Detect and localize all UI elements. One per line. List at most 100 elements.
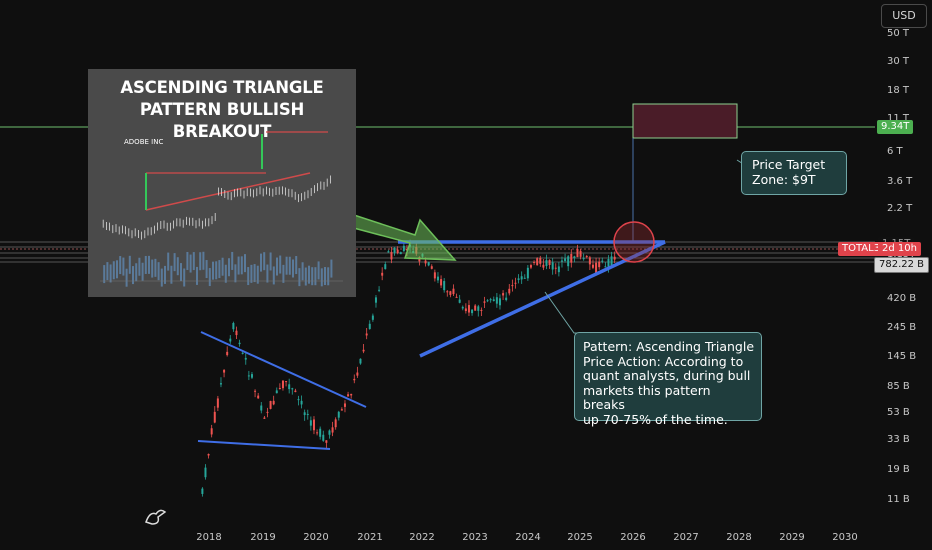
- candle-body: [288, 384, 291, 390]
- currency-button[interactable]: USD: [881, 4, 927, 28]
- candle-body: [204, 467, 207, 478]
- candle-body: [570, 253, 573, 263]
- inset-volume-bar: [183, 268, 186, 287]
- candle-body: [278, 388, 281, 390]
- inset-volume-bar: [138, 257, 141, 276]
- candle-body: [371, 315, 374, 320]
- inset-volume-bar: [151, 259, 154, 278]
- candle-body: [247, 375, 250, 377]
- triangle-support-line: [419, 240, 666, 358]
- candle-body: [353, 378, 356, 381]
- inset-volume-bar: [240, 256, 243, 275]
- inset-volume-bar: [295, 256, 298, 275]
- inset-volume-bar: [212, 261, 214, 280]
- inset-volume-bar: [199, 252, 202, 271]
- pattern-callout[interactable]: Pattern: Ascending Triangle Price Action…: [574, 332, 762, 426]
- candle-body: [433, 272, 436, 279]
- candle-body: [576, 248, 579, 258]
- y-tick-label: 30 T: [887, 56, 910, 67]
- candle-body: [325, 440, 328, 443]
- inset-volume-bar: [141, 262, 144, 281]
- candle-body: [226, 351, 229, 356]
- candle-body: [328, 430, 331, 435]
- candle-body: [306, 413, 309, 415]
- candle-body: [291, 388, 294, 390]
- y-tick-label: 11 T: [887, 113, 910, 124]
- candle-body: [303, 412, 306, 416]
- candle-body: [294, 390, 297, 393]
- candle-body: [381, 272, 384, 276]
- candle-body: [536, 258, 539, 266]
- inset-volume-bar: [298, 268, 301, 287]
- inset-volume-bar: [311, 267, 314, 286]
- candle-body: [601, 260, 604, 262]
- inset-volume-bar: [282, 264, 285, 283]
- inset-volume-bar: [173, 253, 176, 272]
- inset-volume-bar: [228, 258, 230, 277]
- inset-volume-bar: [157, 262, 160, 281]
- candle-body: [269, 400, 272, 409]
- inset-volume-bar: [272, 266, 275, 285]
- y-tick-label: 85 B: [887, 381, 910, 392]
- x-tick-label: 2019: [250, 532, 275, 543]
- candle-body: [480, 309, 483, 311]
- inset-volume-bar: [144, 255, 147, 274]
- candle-body: [232, 323, 235, 330]
- candle-body: [312, 419, 315, 431]
- x-tick-label: 2030: [832, 532, 857, 543]
- x-tick-label: 2026: [620, 532, 645, 543]
- x-tick-label: 2023: [462, 532, 487, 543]
- candle-body: [365, 333, 368, 336]
- y-tick-label: 145 B: [887, 351, 916, 362]
- inset-volume-bar: [160, 268, 163, 287]
- candle-body: [492, 299, 495, 302]
- candle-body: [235, 330, 238, 336]
- candle-body: [359, 358, 362, 364]
- candle-body: [582, 258, 585, 260]
- inset-volume-bar: [327, 267, 330, 286]
- candle-body: [474, 305, 477, 311]
- candle-body: [254, 390, 257, 392]
- candlestick-series: [201, 239, 616, 497]
- y-tick-label: 3.6 T: [887, 176, 913, 187]
- inset-volume-bar: [247, 267, 250, 286]
- candle-body: [393, 247, 396, 253]
- inset-volume-bar: [231, 251, 234, 270]
- inset-title-line1: ASCENDING TRIANGLE: [120, 78, 324, 97]
- y-tick-label: 245 B: [887, 322, 916, 333]
- x-tick-label: 2028: [726, 532, 751, 543]
- inset-volume-bar: [285, 256, 288, 275]
- candle-body: [591, 264, 594, 268]
- inset-volume-bar: [330, 259, 333, 278]
- inset-volume-bar: [180, 263, 182, 282]
- inset-volume-bar: [205, 260, 208, 279]
- inset-volume-bar: [237, 256, 240, 275]
- candle-body: [573, 256, 576, 259]
- candle-body: [334, 419, 337, 428]
- inset-volume-bar: [253, 264, 256, 283]
- candle-body: [526, 267, 529, 279]
- candle-body: [378, 289, 381, 291]
- x-tick-label: 2029: [779, 532, 804, 543]
- inset-volume-bar: [218, 260, 221, 279]
- inset-volume-bar: [266, 264, 269, 283]
- x-tick-label: 2018: [196, 532, 221, 543]
- candle-body: [281, 380, 284, 389]
- candle-body: [427, 262, 430, 266]
- inset-volume-bar: [288, 256, 291, 275]
- candle-body: [374, 297, 377, 303]
- candle-body: [356, 372, 359, 376]
- candle-body: [201, 488, 204, 494]
- x-tick-label: 2022: [409, 532, 434, 543]
- wedge-upper-line: [200, 331, 367, 408]
- inset-volume-bar: [103, 265, 106, 284]
- inset-support-line: [145, 172, 311, 211]
- candle-body: [440, 279, 443, 286]
- candle-body: [322, 434, 325, 441]
- price-target-callout[interactable]: Price Target Zone: $9T: [741, 151, 847, 195]
- candle-body: [542, 264, 545, 268]
- candle-body: [505, 297, 508, 301]
- inset-volume-bar: [324, 267, 326, 286]
- x-axis: 2018 2019 2020 2021 2022 2023 2024 2025 2026 2027…: [196, 532, 857, 543]
- candle-body: [523, 277, 526, 279]
